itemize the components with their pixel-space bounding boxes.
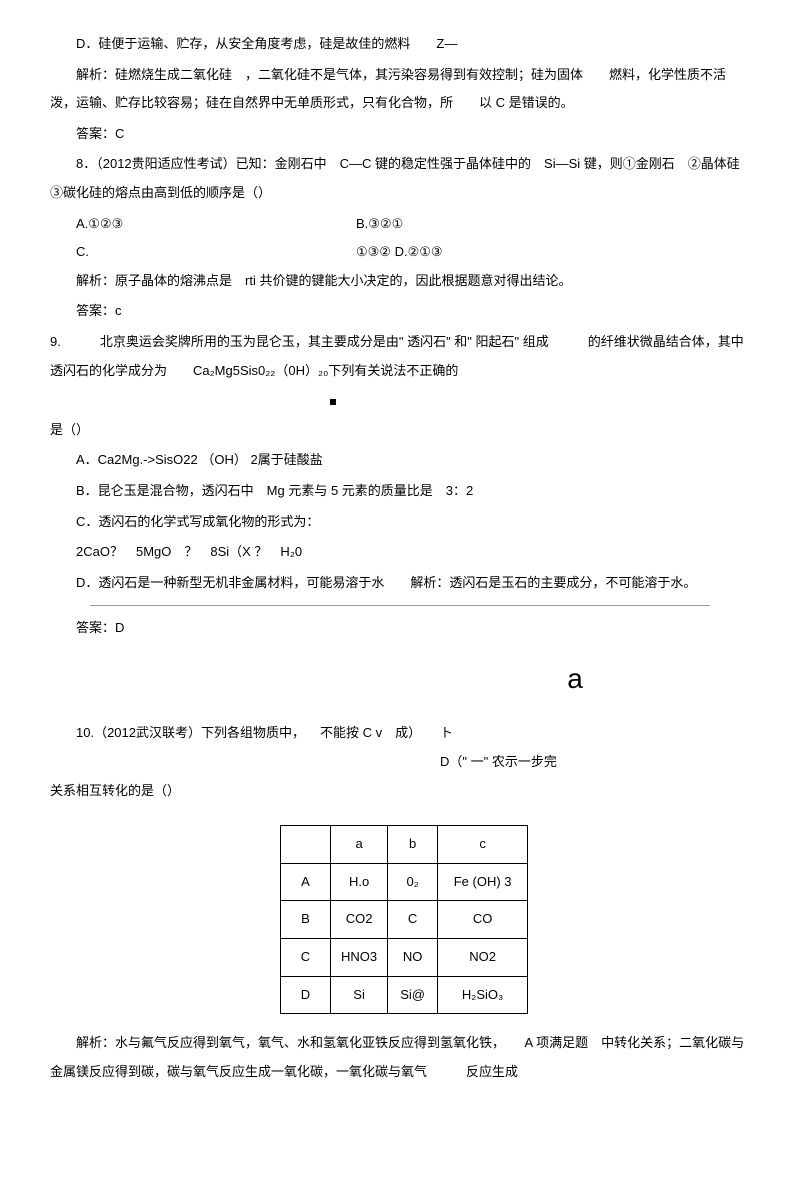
q10-stem-right: ト D（" 一" 农示一步完 (440, 719, 557, 776)
cell: H₂SiO₃ (438, 976, 528, 1014)
cell: HNO3 (331, 939, 388, 977)
table-header-row: a b c (281, 826, 528, 864)
q9-answer: 答案：D (50, 614, 750, 643)
q10-stem-row: 10.（2012武汉联考）下列各组物质中， 不能按 C v 成） ト D（" 一… (50, 719, 750, 776)
options-table: a b c A H.o 0₂ Fe (OH) 3 B CO2 C CO C HN… (280, 825, 528, 1014)
q10-right-2: D（" 一" 农示一步完 (440, 748, 557, 777)
cell: A (281, 863, 331, 901)
cell: 0₂ (388, 863, 438, 901)
cell: NO (388, 939, 438, 977)
table-row: C HNO3 NO NO2 (281, 939, 528, 977)
q10-analysis: 解析：水与氟气反应得到氧气，氧气、水和氢氧化亚铁反应得到氢氧化铁， A 项满足题… (50, 1029, 750, 1086)
th-a: a (331, 826, 388, 864)
cell: Si@ (388, 976, 438, 1014)
cell: CO2 (331, 901, 388, 939)
q9-stem2: 是（） (50, 416, 750, 445)
cell: NO2 (438, 939, 528, 977)
q10-right-1: ト (440, 719, 557, 748)
q8-opt-c2: ①③② D.②①③ (330, 238, 443, 267)
q8-options-ab: A.①②③ B.③②① (50, 210, 750, 239)
q7-analysis: 解析：硅燃烧生成二氧化硅 ，二氧化硅不是气体，其污染容易得到有效控制；硅为固体 … (50, 61, 750, 118)
q8-answer: 答案：c (50, 297, 750, 326)
q8-options-cd: C. ①③② D.②①③ (50, 238, 750, 267)
table-row: D Si Si@ H₂SiO₃ (281, 976, 528, 1014)
q8-analysis: 解析：原子晶体的熔沸点是 rti 共价键的键能大小决定的，因此根据题意对得出结论… (50, 267, 750, 296)
q9-stem1: 9. 北京奥运会奖牌所用的玉为昆仑玉，其主要成分是由" 透闪石" 和" 阳起石"… (50, 328, 750, 385)
cell: CO (438, 901, 528, 939)
cell: C (388, 901, 438, 939)
th-c: c (438, 826, 528, 864)
q9-opt-c: C．透闪石的化学式写成氧化物的形式为： (50, 508, 750, 537)
cell: D (281, 976, 331, 1014)
q8-opt-a: A.①②③ (50, 210, 330, 239)
q8-opt-b: B.③②① (330, 210, 403, 239)
cell: Fe (OH) 3 (438, 863, 528, 901)
table-row: B CO2 C CO (281, 901, 528, 939)
th-blank (281, 826, 331, 864)
cell: C (281, 939, 331, 977)
q9-opt-a: A．Ca2Mg.->SisO22 （OH） 2属于硅酸盐 (50, 446, 750, 475)
q7-option-d: D．硅便于运输、贮存，从安全角度考虑，硅是故佳的燃料 Z— (50, 30, 750, 59)
q8-stem: 8．（2012贵阳适应性考试）已知：金刚石中 C—C 键的稳定性强于晶体硅中的 … (50, 150, 750, 207)
q10-stem-mid: 不能按 C v 成） (320, 719, 440, 748)
q9-opt-d: D．透闪石是一种新型无机非金属材料，可能易溶于水 解析：透闪石是玉石的主要成分，… (50, 569, 750, 598)
table-row: A H.o 0₂ Fe (OH) 3 (281, 863, 528, 901)
dot-marker (50, 387, 750, 416)
th-b: b (388, 826, 438, 864)
q9-opt-b: B．昆仑玉是混合物，透闪石中 Mg 元素与 5 元素的质量比是 3：2 (50, 477, 750, 506)
cell: H.o (331, 863, 388, 901)
divider-line (90, 605, 710, 606)
q10-stem-left: 10.（2012武汉联考）下列各组物质中， (50, 719, 320, 748)
cell: B (281, 901, 331, 939)
cell: Si (331, 976, 388, 1014)
q7-answer: 答案：C (50, 120, 750, 149)
q9-formula: 2CaO？ 5MgO ？ 8Si（X ？ H₂0 (50, 538, 750, 567)
q8-opt-c1: C. (50, 238, 330, 267)
q10-stem2: 关系相互转化的是（） (50, 777, 750, 806)
big-letter-a: a (400, 648, 750, 710)
